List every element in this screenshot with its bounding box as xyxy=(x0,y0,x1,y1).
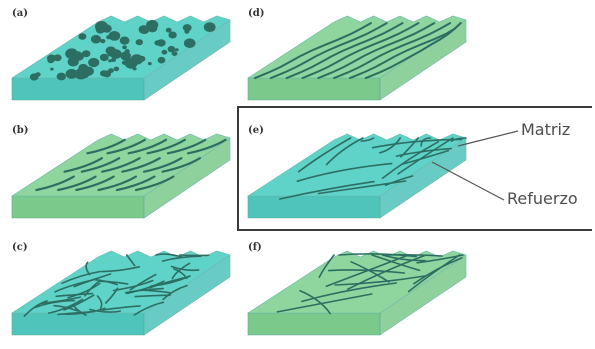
particle xyxy=(78,33,86,40)
particle xyxy=(54,54,62,61)
particle xyxy=(57,73,66,81)
slab-front-face xyxy=(12,313,144,335)
particle xyxy=(108,59,112,62)
particle xyxy=(102,25,112,33)
particle xyxy=(114,67,120,72)
slab-c xyxy=(12,251,230,335)
particle xyxy=(133,67,137,70)
particle xyxy=(158,57,166,64)
particle xyxy=(131,54,144,64)
particle xyxy=(122,45,127,49)
particle xyxy=(189,40,194,44)
callout-reinforcement: Refuerzo xyxy=(507,189,578,208)
slab-a xyxy=(12,16,230,100)
slab-front-face xyxy=(248,78,380,100)
particle xyxy=(78,64,88,72)
panel-label-f: (f) xyxy=(248,242,262,253)
particle xyxy=(168,32,176,39)
particle xyxy=(175,48,179,51)
slab-b xyxy=(12,134,230,218)
particle xyxy=(162,50,168,55)
panel-label-b: (b) xyxy=(12,125,28,136)
slab-f xyxy=(248,251,466,335)
slab-front-face xyxy=(248,313,380,335)
particle xyxy=(106,46,116,55)
slab-front-face xyxy=(12,78,144,100)
particle xyxy=(183,24,192,31)
particle xyxy=(148,62,152,65)
particle xyxy=(204,22,216,32)
particle xyxy=(136,39,143,45)
particle xyxy=(50,68,54,71)
slab-front-face xyxy=(12,196,144,218)
panel-label-e: (e) xyxy=(248,125,264,136)
panel-label-d: (d) xyxy=(248,8,264,19)
particle xyxy=(100,70,107,76)
particle xyxy=(108,68,114,73)
particle xyxy=(139,25,150,34)
particle xyxy=(100,54,109,61)
particle xyxy=(88,58,99,67)
particle xyxy=(68,57,79,66)
panel-label-c: (c) xyxy=(12,242,28,253)
particle xyxy=(35,72,40,76)
particle xyxy=(120,37,130,45)
particle xyxy=(168,46,176,52)
panel-label-a: (a) xyxy=(12,8,28,19)
particle xyxy=(69,49,77,55)
particle xyxy=(109,31,121,41)
slab-d xyxy=(248,16,466,100)
callout-matrix: Matriz xyxy=(521,120,570,139)
particle xyxy=(154,40,160,45)
particle xyxy=(91,35,101,44)
